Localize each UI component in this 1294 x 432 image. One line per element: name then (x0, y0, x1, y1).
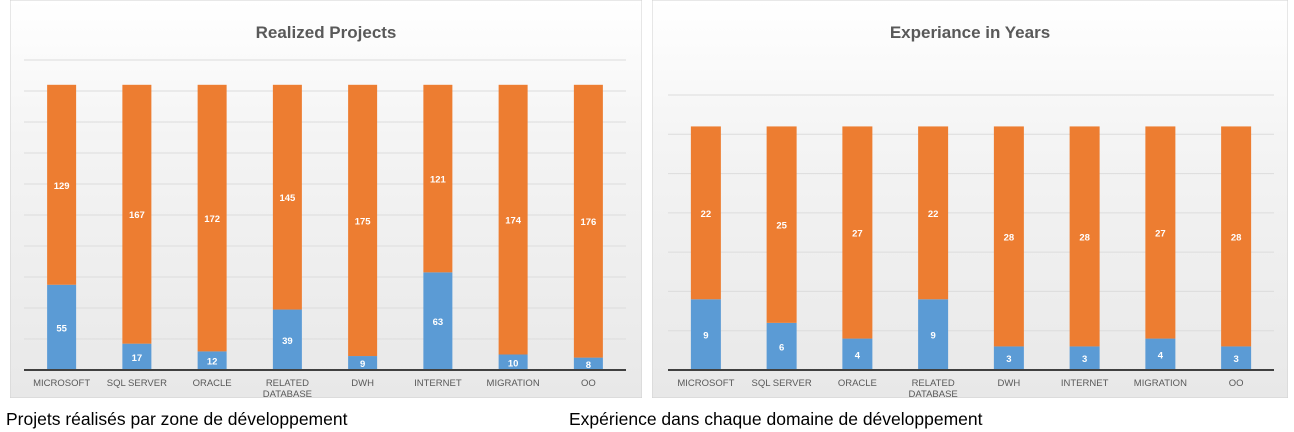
bar-remainder-microsoft (690, 126, 721, 300)
bar-base-oracle (197, 351, 227, 370)
bar-remainder-sql-server (122, 84, 152, 344)
chart-realized-projects-svg: Realized Projects55129MICROSOFT17167SQL … (10, 0, 642, 398)
data-label-remainder-dwh: 175 (355, 216, 372, 227)
caption-left: Projets réalisés par zone de développeme… (6, 409, 348, 429)
data-label-base-related-database: 9 (930, 331, 935, 342)
data-label-base-microsoft: 9 (703, 331, 708, 342)
data-label-base-internet: 3 (1082, 354, 1087, 365)
bar-base-related-database (272, 309, 302, 370)
tick-label-microsoft: MICROSOFT (33, 378, 90, 389)
data-label-remainder-microsoft: 22 (701, 209, 712, 220)
bar-base-sql-server (766, 322, 797, 370)
data-label-base-related-database: 39 (282, 336, 293, 347)
bar-remainder-internet (1069, 126, 1100, 347)
data-label-remainder-internet: 121 (430, 175, 447, 186)
tick-label-internet: INTERNET (1061, 378, 1109, 389)
bar-base-related-database (918, 299, 949, 370)
bar-base-migration (498, 354, 528, 370)
data-label-base-oo: 8 (586, 360, 591, 371)
tick-label-microsoft: MICROSOFT (677, 378, 734, 389)
bar-remainder-internet (423, 84, 453, 273)
data-label-remainder-oo: 176 (580, 217, 596, 228)
bar-remainder-migration (1145, 126, 1176, 339)
bar-remainder-dwh (993, 126, 1024, 347)
data-label-base-sql-server: 17 (132, 353, 143, 364)
bar-remainder-dwh (348, 84, 378, 357)
chart-area (10, 0, 642, 398)
bar-base-microsoft (690, 299, 721, 370)
bar-remainder-oo (573, 84, 603, 358)
tick-label-related-database: DATABASE (908, 389, 957, 398)
chart-title: Realized Projects (256, 23, 397, 42)
bar-base-internet (423, 272, 453, 370)
data-label-base-migration: 10 (508, 358, 519, 369)
data-label-remainder-related-database: 145 (279, 193, 296, 204)
tick-label-migration: MIGRATION (487, 378, 540, 389)
chart-realized-projects: Realized Projects 55 129 MICROSOFT 17 167 SQL … (10, 0, 642, 398)
data-label-base-oo: 3 (1233, 354, 1238, 365)
data-label-base-oracle: 4 (855, 350, 861, 361)
data-label-remainder-oracle: 27 (852, 229, 863, 240)
chart-title: Experiance in Years (890, 23, 1050, 42)
tick-label-dwh: DWH (351, 378, 374, 389)
data-label-remainder-migration: 174 (505, 216, 522, 227)
bar-base-dwh (993, 346, 1024, 370)
chart-area (652, 0, 1288, 398)
tick-label-related-database: RELATED (912, 378, 955, 389)
data-label-base-sql-server: 6 (779, 342, 784, 353)
chart-experience-years: Experiance in Years 9 22 MICROSOFT 6 25 SQL SE… (652, 0, 1288, 398)
bar-base-internet (1069, 346, 1100, 370)
data-label-base-internet: 63 (433, 317, 444, 328)
tick-label-internet: INTERNET (414, 378, 462, 389)
bar-remainder-related-database (918, 126, 949, 300)
data-label-remainder-internet: 28 (1079, 232, 1090, 243)
tick-label-dwh: DWH (998, 378, 1021, 389)
bar-remainder-related-database (272, 84, 302, 310)
data-label-remainder-related-database: 22 (928, 209, 939, 220)
bar-base-oracle (842, 338, 873, 370)
bar-base-microsoft (47, 284, 77, 370)
bar-base-oo (1221, 346, 1252, 370)
data-label-remainder-dwh: 28 (1004, 232, 1015, 243)
caption-right: Expérience dans chaque domaine de dévelo… (569, 409, 983, 429)
data-label-remainder-microsoft: 129 (54, 181, 70, 192)
tick-label-sql-server: SQL SERVER (107, 378, 167, 389)
bar-base-sql-server (122, 343, 152, 370)
bar-remainder-oracle (842, 126, 873, 339)
data-label-remainder-migration: 27 (1155, 229, 1166, 240)
data-label-remainder-oo: 28 (1231, 232, 1242, 243)
data-label-remainder-sql-server: 167 (129, 210, 145, 221)
tick-label-migration: MIGRATION (1134, 378, 1187, 389)
data-label-remainder-sql-server: 25 (776, 221, 787, 232)
data-label-base-oracle: 12 (207, 357, 218, 368)
data-label-base-dwh: 3 (1006, 354, 1011, 365)
tick-label-oo: OO (581, 378, 596, 389)
bar-base-migration (1145, 338, 1176, 370)
tick-label-related-database: DATABASE (263, 389, 312, 398)
bar-remainder-oracle (197, 84, 227, 352)
tick-label-oracle: ORACLE (838, 378, 877, 389)
bar-remainder-sql-server (766, 126, 797, 323)
bar-remainder-microsoft (47, 84, 77, 285)
tick-label-oo: OO (1229, 378, 1244, 389)
tick-label-related-database: RELATED (266, 378, 309, 389)
tick-label-sql-server: SQL SERVER (752, 378, 812, 389)
data-label-base-migration: 4 (1158, 350, 1164, 361)
data-label-remainder-oracle: 172 (204, 214, 220, 225)
bar-remainder-oo (1221, 126, 1252, 347)
bar-remainder-migration (498, 84, 528, 355)
data-label-base-microsoft: 55 (56, 323, 67, 334)
chart-experience-years-svg: Experiance in Years 9 22 MICROSOFT 6 25 SQL SE… (652, 0, 1288, 398)
tick-label-oracle: ORACLE (193, 378, 232, 389)
data-label-base-dwh: 9 (360, 359, 365, 370)
bar-base-oo (573, 357, 603, 370)
bar-base-dwh (348, 356, 378, 370)
